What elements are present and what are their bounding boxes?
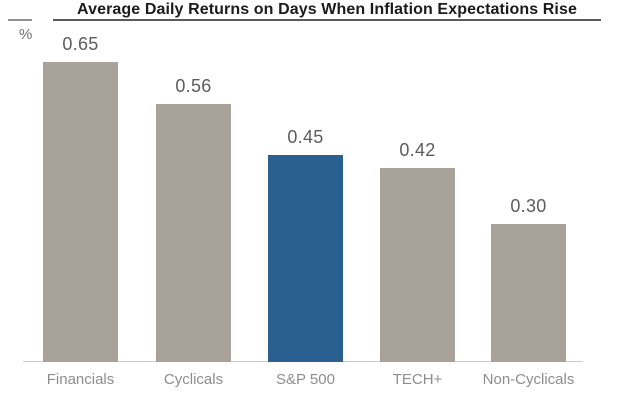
bar-group-non-cyclicals: 0.30 Non-Cyclicals bbox=[483, 196, 575, 388]
bar-value-label-tech: 0.42 bbox=[399, 140, 436, 160]
bar-value-label-s-p-500: 0.45 bbox=[287, 127, 324, 147]
y-axis-unit-label: % bbox=[19, 26, 33, 43]
x-axis-label-cyclicals: Cyclicals bbox=[163, 371, 224, 388]
bar-group-tech: 0.42 TECH+ bbox=[380, 140, 455, 388]
bar-value-label-non-cyclicals: 0.30 bbox=[510, 196, 547, 216]
bar-cyclicals bbox=[156, 104, 231, 362]
title-underline: Average Daily Returns on Days When Infla… bbox=[53, 1, 601, 21]
bar-tech bbox=[380, 168, 455, 362]
bar-group-cyclicals: 0.56 Cyclicals bbox=[156, 76, 231, 388]
bar-group-s-p-500: 0.45 S&P 500 bbox=[268, 127, 343, 388]
chart-title: Average Daily Returns on Days When Infla… bbox=[77, 1, 577, 18]
bar-s-p-500 bbox=[268, 155, 343, 362]
bar-financials bbox=[43, 62, 118, 362]
bar-group-financials: 0.65 Financials bbox=[43, 34, 118, 388]
bar-non-cyclicals bbox=[491, 224, 566, 362]
bar-value-label-financials: 0.65 bbox=[62, 34, 99, 54]
top-left-tick-line bbox=[8, 19, 32, 21]
x-axis-label-s-p-500: S&P 500 bbox=[276, 371, 335, 388]
x-axis-label-non-cyclicals: Non-Cyclicals bbox=[482, 371, 575, 388]
bar-value-label-cyclicals: 0.56 bbox=[175, 76, 212, 96]
x-axis-label-tech: TECH+ bbox=[392, 371, 443, 388]
x-axis-label-financials: Financials bbox=[46, 371, 115, 388]
